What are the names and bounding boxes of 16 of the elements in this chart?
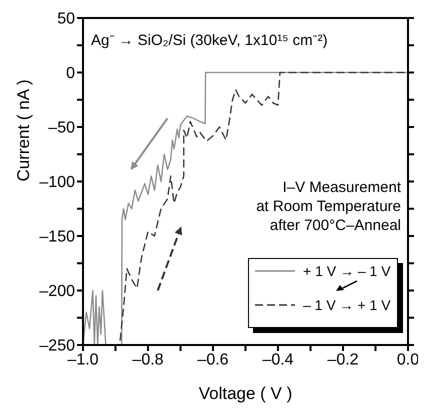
y-axis-title: Current ( nA ) [14,79,34,182]
legend-label: + 1 V → – 1 V [303,262,391,279]
y-tick-label: 50 [57,10,76,28]
x-tick-label: –0.6 [197,351,229,368]
y-tick-label: –150 [39,228,76,246]
y-tick-label: –50 [48,120,76,137]
legend-label: – 1 V → + 1 V [303,296,391,313]
annotation: Ag⁻ → SiO₂/Si (30keV, 1x10¹⁵ cm⁻²) [91,30,328,49]
y-tick-label: –200 [39,283,76,300]
x-tick-label: –0.2 [327,351,359,368]
x-tick-label: –0.8 [132,351,164,368]
x-tick-label: –0.4 [262,351,294,368]
x-axis-title: Voltage ( V ) [198,384,292,403]
annotation: I–V Measurement at Room Temperature after 700°C–Anneal [256,178,401,236]
y-tick-label: 0 [66,65,76,82]
y-tick-label: –100 [39,174,76,192]
